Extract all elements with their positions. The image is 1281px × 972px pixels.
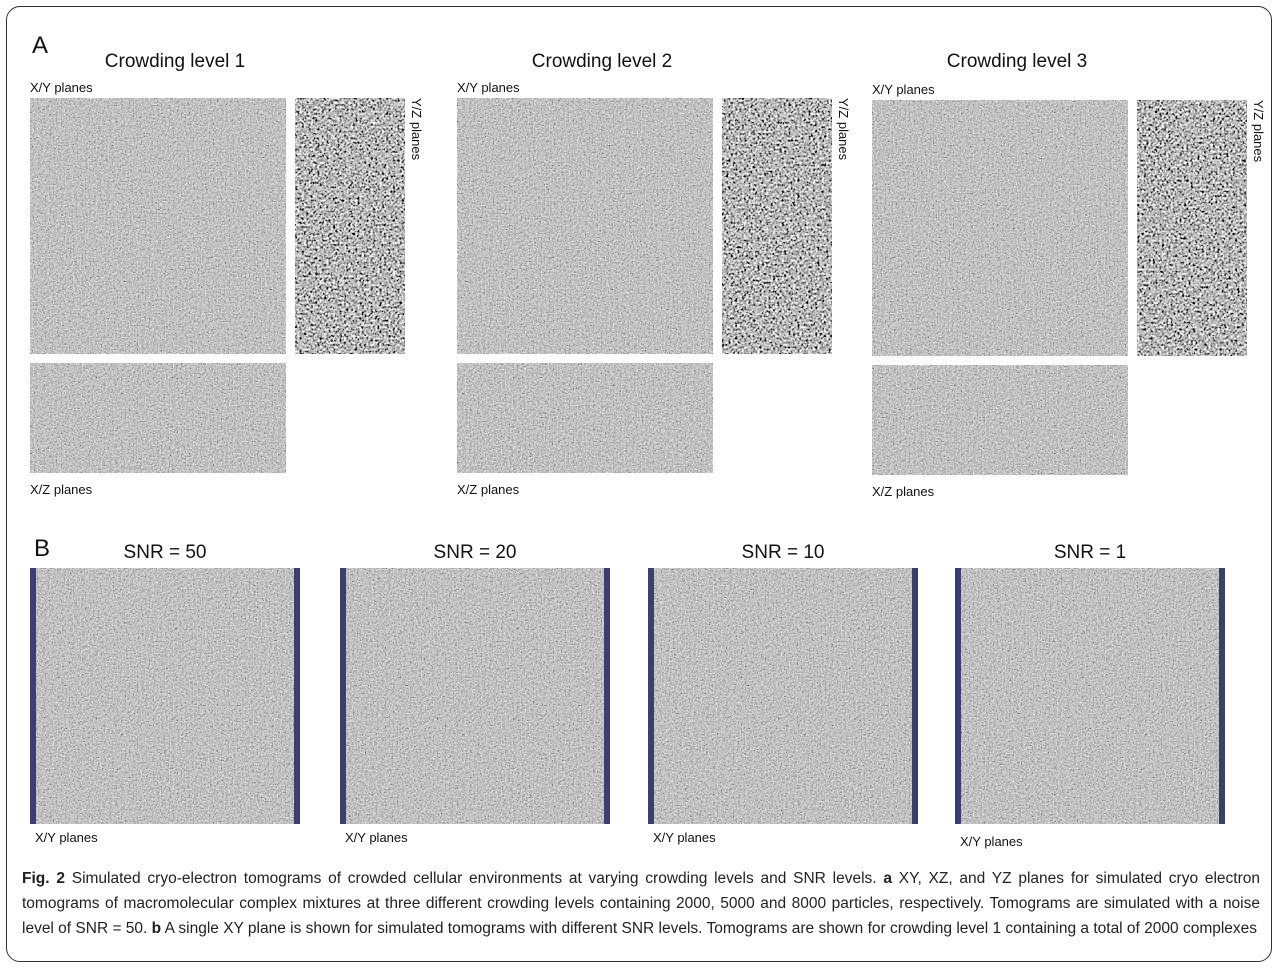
yz-label: Y/Z planes [409,98,424,161]
xy-label: X/Y planes [653,830,716,845]
yz-image [295,98,405,354]
panel-label: A [32,32,48,59]
column-title: SNR = 1 [1054,542,1126,563]
xz-label: X/Z planes [457,482,520,497]
yz-image [722,98,832,354]
image-border [955,568,961,824]
caption-intro: Simulated cryo-electron tomograms of cro… [72,870,877,887]
image-border [1219,568,1225,824]
column-title: SNR = 20 [434,542,517,563]
snr-image [648,568,918,824]
yz-image [1137,100,1247,356]
xz-label: X/Z planes [872,484,935,499]
xy-image [30,98,286,354]
image-border [30,568,36,824]
part-label: a [883,870,892,887]
image-border [648,568,654,824]
xy-label: X/Y planes [35,830,98,845]
xy-image [872,100,1128,356]
xz-image [457,363,713,473]
part-text: A single XY plane is shown for simulated… [165,920,1257,937]
xz-image [30,363,286,473]
part-label: b [152,920,161,937]
column-title: SNR = 50 [124,542,207,563]
yz-label: Y/Z planes [836,98,851,161]
panel-label: B [34,535,50,562]
xy-label: X/Y planes [457,80,520,95]
xy-label: X/Y planes [960,834,1023,849]
image-border [604,568,610,824]
image-border [340,568,346,824]
snr-image [340,568,610,824]
yz-label: Y/Z planes [1251,100,1266,163]
image-border [294,568,300,824]
xy-label: X/Y planes [345,830,408,845]
column-title: Crowding level 3 [947,51,1087,72]
xz-label: X/Z planes [30,482,93,497]
xz-image [872,365,1128,475]
image-border [912,568,918,824]
column-title: SNR = 10 [742,542,825,563]
figure: A Crowding level 1 X/Y planes Y/Z planes X/Z… [0,0,1281,860]
xy-label: X/Y planes [30,80,93,95]
column-title: Crowding level 1 [105,51,245,72]
page: A Crowding level 1 X/Y planes Y/Z planes X/Z… [0,0,1281,972]
column-title: Crowding level 2 [532,51,672,72]
xy-image [457,98,713,354]
caption: Fig. 2 Simulated cryo-electron tomograms… [22,866,1260,941]
snr-image [955,568,1225,824]
xy-label: X/Y planes [872,82,935,97]
caption-label: Fig. 2 [22,870,65,887]
snr-image [30,568,300,824]
